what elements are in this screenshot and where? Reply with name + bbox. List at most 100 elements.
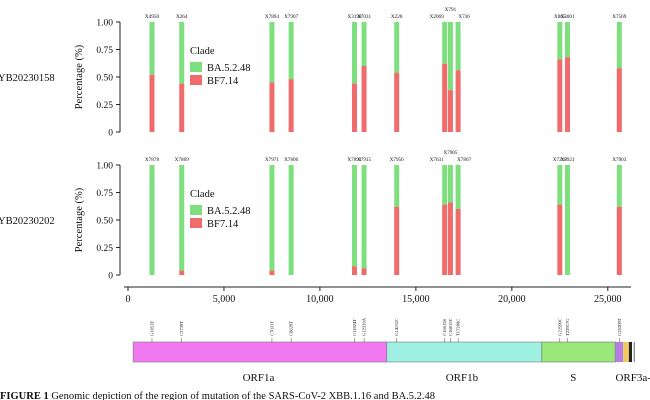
- legend-swatch: [190, 62, 202, 72]
- site-label: X7921: [560, 157, 575, 163]
- y-tick-label: 0: [108, 272, 113, 282]
- bar-ba52: [442, 22, 448, 64]
- mutation-label: C2739T: [179, 321, 184, 336]
- y-tick-label: 1.00: [96, 19, 113, 29]
- bar-bf714: [616, 68, 622, 132]
- bar-bf714: [179, 270, 185, 275]
- figure-caption: FIGURE 1 Genomic depiction of the region…: [0, 391, 435, 400]
- site-label: X7971: [265, 157, 280, 163]
- bar-ba52: [394, 22, 400, 73]
- bar-ba52: [351, 22, 357, 84]
- bar-ba52: [361, 165, 367, 269]
- bar-ba52: [269, 165, 275, 271]
- site-label: X228: [391, 14, 403, 20]
- bar-ba52: [288, 165, 294, 275]
- x-axis: 0 5,000 10,000 15,000 20,000 25,000: [124, 286, 631, 305]
- mutation-label: G22599C: [557, 318, 562, 336]
- bar-ba52: [179, 22, 185, 84]
- bar-bf714: [455, 70, 461, 132]
- y-tick-label: 0.75: [96, 46, 113, 56]
- bar-ba52: [455, 22, 461, 71]
- bar-bf714: [269, 270, 275, 275]
- genome-segment-m: [628, 342, 632, 362]
- y-tick-label: 0.25: [96, 244, 113, 254]
- bar-bf714: [149, 74, 155, 132]
- y-tick-label: 0.75: [96, 189, 113, 199]
- bar-bf714: [447, 202, 453, 275]
- mutation-label: C11824T: [352, 319, 357, 336]
- site-label: X865: [554, 14, 566, 20]
- mutation-label: G14152C: [394, 318, 399, 336]
- mutation-label: G1053T: [149, 320, 154, 336]
- panel-yb20230202: 0 0.25 0.50 0.75 1.00 Percentage (%) YB2023020…: [0, 150, 627, 282]
- site-label: X7806: [284, 157, 299, 163]
- y-axis-label: Percentage (%): [74, 187, 85, 252]
- bar-ba52: [361, 22, 367, 66]
- caption-text: Genomic depiction of the region of mutat…: [51, 391, 435, 400]
- site-label: X7956: [390, 157, 405, 163]
- bar-bf714: [179, 83, 185, 132]
- bar-ba52: [447, 165, 453, 203]
- bar-ba52: [149, 165, 155, 275]
- gene-label-s: S: [570, 372, 576, 384]
- bar-ba52: [394, 165, 400, 207]
- legend-label: BF7.14: [207, 219, 239, 230]
- mutation-label: T22917G: [565, 318, 570, 336]
- sample-label: YB20230158: [0, 73, 55, 84]
- bar-bf714: [565, 57, 571, 133]
- y-tick-label: 0.25: [96, 101, 113, 111]
- bar-bf714: [351, 266, 357, 275]
- site-label: X7031: [357, 14, 372, 20]
- legend-label: BA.5.2.48: [207, 206, 250, 217]
- y-tick-label: 1.00: [96, 162, 113, 172]
- sample-label: YB20230202: [0, 216, 55, 227]
- bar-ba52: [557, 22, 563, 60]
- bar-ba52: [269, 22, 275, 83]
- site-label: X3001: [560, 14, 575, 20]
- site-label: X7907: [284, 14, 299, 20]
- gene-label-orf1a: ORF1a: [243, 372, 275, 384]
- x-tick-label: 5,000: [213, 294, 236, 305]
- bar-ba52: [565, 165, 571, 275]
- legend-label: BF7.14: [207, 76, 239, 87]
- bar-ba52: [288, 22, 294, 80]
- genome-segment-orf1b: [386, 341, 542, 363]
- x-tick-label: 0: [126, 294, 131, 305]
- bar-ba52: [447, 22, 453, 91]
- y-axis-label: Percentage (%): [74, 44, 85, 109]
- y-tick-label: 0: [108, 129, 113, 139]
- bar-bf714: [447, 90, 453, 132]
- bar-ba52: [455, 165, 461, 209]
- bar-ba52: [442, 165, 448, 205]
- panel-ybs20230158: 0 0.25 0.50 0.75 1.00 Percentage (%) YB2023015…: [0, 7, 627, 139]
- bar-ba52: [557, 165, 563, 205]
- site-label: X7869: [175, 157, 190, 163]
- mutation-label: C16815T: [448, 318, 453, 336]
- legend-swatch: [190, 218, 202, 228]
- site-label: X7218: [553, 157, 568, 163]
- bar-bf714: [361, 268, 367, 275]
- bar-bf714: [288, 79, 294, 132]
- mutation-label: G12310A: [362, 317, 367, 336]
- bar-bf714: [557, 59, 563, 132]
- y-tick-label: 0.50: [96, 74, 113, 84]
- bar-bf714: [442, 204, 448, 275]
- site-label: X7894: [265, 14, 280, 20]
- bar-ba52: [351, 165, 357, 267]
- bar-bf714: [394, 72, 400, 132]
- legend-swatch: [190, 205, 202, 215]
- site-label: X7891: [347, 157, 362, 163]
- bar-bf714: [442, 63, 448, 132]
- site-label: X7569: [612, 14, 627, 20]
- genome-segment-n: [633, 342, 635, 362]
- site-label: X7915: [357, 157, 372, 163]
- genome-segment-s: [541, 341, 616, 363]
- x-tick-label: 15,000: [402, 294, 430, 305]
- legend-title: Clade: [190, 46, 215, 57]
- site-label: X791: [445, 7, 457, 13]
- genome-segment-orf3a: [615, 342, 624, 362]
- bar-bf714: [269, 82, 275, 132]
- site-label: X7905: [443, 150, 458, 156]
- bar-ba52: [179, 165, 185, 271]
- mutation-label: C7031T: [269, 321, 274, 336]
